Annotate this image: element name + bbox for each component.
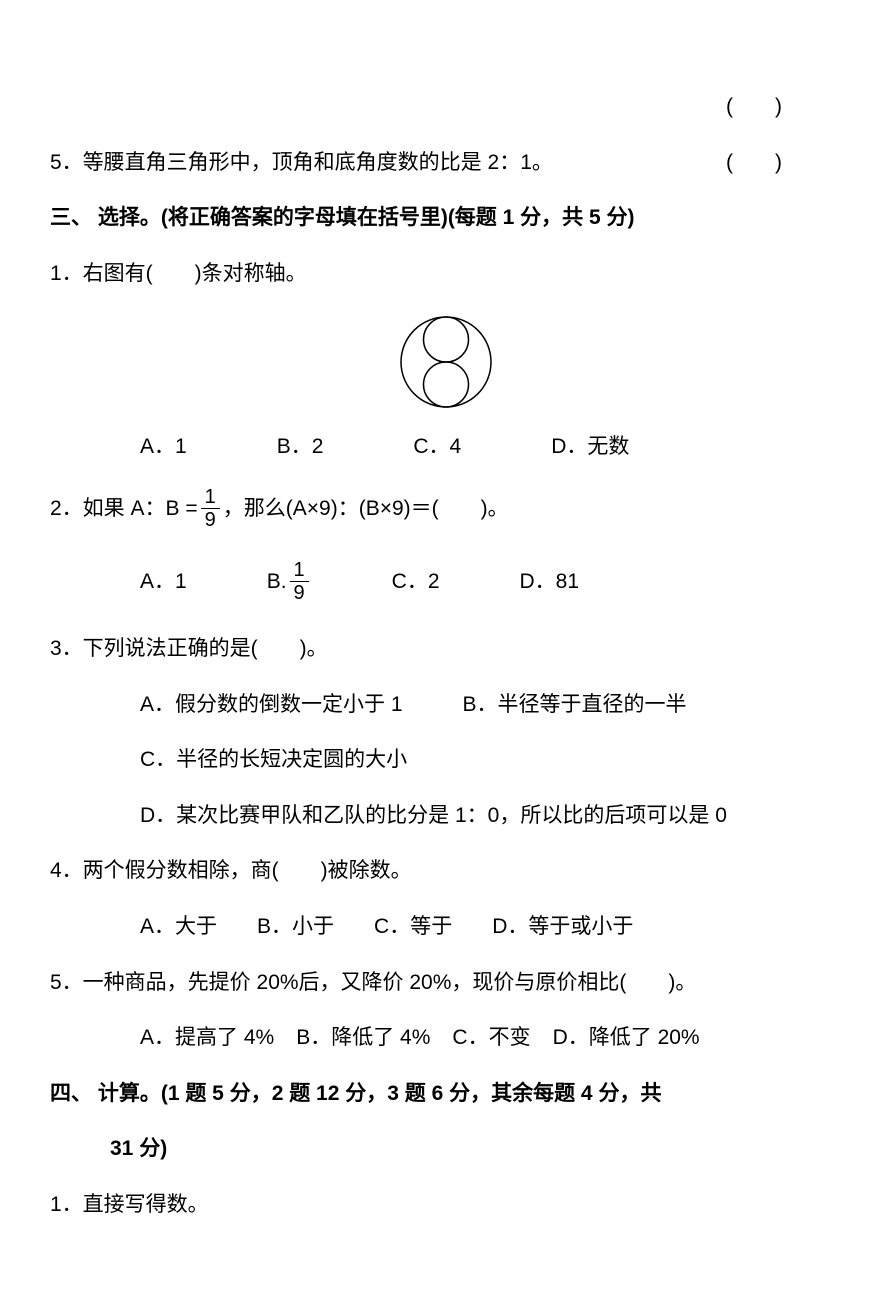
blank-parenthesis: ( ) [726, 146, 782, 180]
fraction-1-9: 1 9 [290, 559, 309, 604]
fraction-denominator: 9 [290, 582, 309, 604]
q3-3-option-d: D．某次比赛甲队和乙队的比分是 1：0，所以比的后项可以是 0 [50, 799, 842, 833]
fraction-numerator: 1 [201, 486, 220, 509]
fraction-denominator: 9 [201, 509, 220, 531]
q3-2-option-d: D．81 [520, 565, 580, 599]
q3-5-stem: 5．一种商品，先提价 20%后，又降价 20%，现价与原价相比( )。 [50, 966, 842, 1000]
question-prev-5: 5．等腰直角三角形中，顶角和底角度数的比是 2：1。 [50, 146, 553, 180]
q3-4-stem: 4．两个假分数相除，商( )被除数。 [50, 854, 842, 888]
q3-5-option-d: D．降低了 20% [553, 1021, 700, 1055]
q3-3-option-a: A．假分数的倒数一定小于 1 [140, 688, 403, 722]
q3-3-stem: 3．下列说法正确的是( )。 [50, 632, 842, 666]
q4-1-stem: 1．直接写得数。 [50, 1188, 842, 1222]
fraction-1-9: 1 9 [201, 486, 220, 531]
blank-parenthesis: ( ) [726, 95, 782, 118]
q3-4-option-d: D．等于或小于 [492, 910, 633, 944]
q3-3-option-b: B．半径等于直径的一半 [463, 688, 687, 722]
q3-1-option-c: C．4 [413, 430, 461, 464]
q3-2-stem: 2．如果 A：B = 1 9 ，那么(A×9)：(B×9)＝( )。 [50, 486, 842, 531]
q3-1-option-a: A．1 [140, 430, 187, 464]
q3-2-option-b: B. 1 9 [267, 559, 312, 604]
fraction-numerator: 1 [290, 559, 309, 582]
q3-5-option-c: C．不变 [452, 1021, 530, 1055]
q3-4-option-a: A．大于 [140, 910, 217, 944]
q3-5-option-b: B．降低了 4% [296, 1021, 430, 1055]
q3-3-option-c: C．半径的长短决定圆的大小 [50, 743, 842, 777]
section-4-title: 四、 计算。(1 题 5 分，2 题 12 分，3 题 6 分，其余每题 4 分… [50, 1077, 842, 1111]
q3-2-option-c: C．2 [392, 565, 440, 599]
q3-1-option-d: D．无数 [551, 430, 629, 464]
section-3-title: 三、 选择。(将正确答案的字母填在括号里)(每题 1 分，共 5 分) [50, 201, 842, 235]
q3-2-option-b-label: B. [267, 565, 287, 599]
q3-4-option-b: B．小于 [257, 910, 334, 944]
section-4-title-cont: 31 分) [50, 1132, 842, 1166]
q3-2-stem-post: ，那么(A×9)：(B×9)＝( )。 [223, 492, 509, 526]
q3-2-option-a: A．1 [140, 565, 187, 599]
symmetry-figure [50, 312, 842, 412]
q3-1-stem: 1．右图有( )条对称轴。 [50, 257, 842, 291]
q3-2-stem-pre: 2．如果 A：B = [50, 492, 198, 526]
q3-1-option-b: B．2 [277, 430, 324, 464]
q3-5-option-a: A．提高了 4% [140, 1021, 274, 1055]
q3-4-option-c: C．等于 [374, 910, 452, 944]
